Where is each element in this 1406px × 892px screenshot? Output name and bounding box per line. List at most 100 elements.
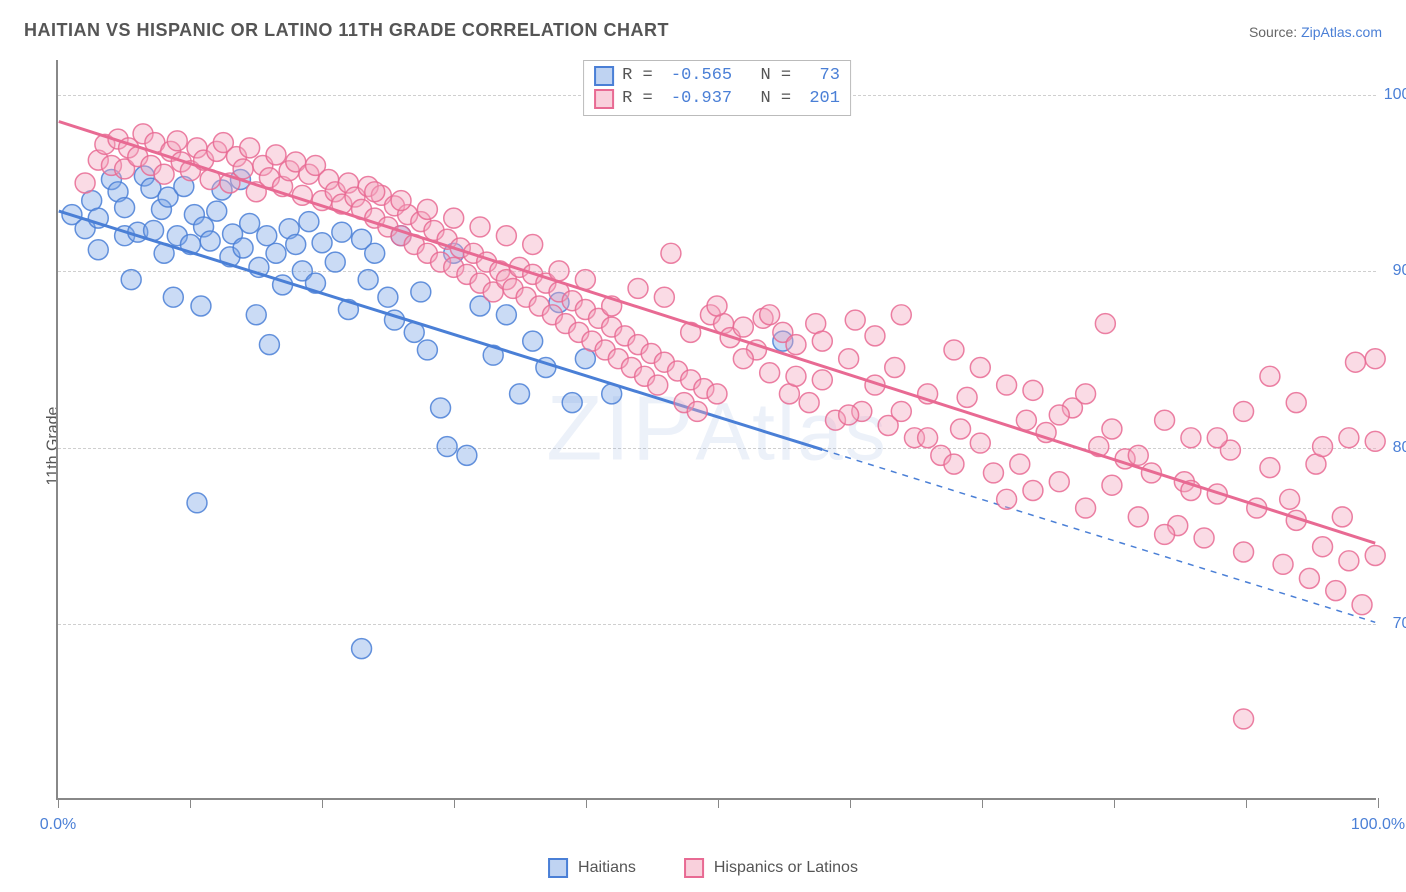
scatter-point xyxy=(1365,431,1385,451)
scatter-point xyxy=(240,138,260,158)
scatter-point xyxy=(299,212,319,232)
scatter-point xyxy=(115,198,135,218)
scatter-point xyxy=(812,331,832,351)
scatter-point xyxy=(970,358,990,378)
scatter-point xyxy=(1339,428,1359,448)
stats-r-label: R = xyxy=(622,88,663,111)
scatter-point xyxy=(628,278,648,298)
scatter-point xyxy=(997,375,1017,395)
stats-n-value: 73 xyxy=(809,65,840,88)
scatter-point xyxy=(417,199,437,219)
scatter-point xyxy=(1365,546,1385,566)
scatter-point xyxy=(1049,472,1069,492)
scatter-point xyxy=(233,238,253,258)
scatter-point xyxy=(885,358,905,378)
scatter-point xyxy=(549,261,569,281)
scatter-point xyxy=(470,217,490,237)
scatter-point xyxy=(687,401,707,421)
scatter-point xyxy=(839,405,859,425)
scatter-point xyxy=(365,182,385,202)
x-tick xyxy=(1114,798,1115,808)
scatter-point xyxy=(957,387,977,407)
scatter-point xyxy=(523,235,543,255)
scatter-point xyxy=(286,235,306,255)
scatter-point xyxy=(163,287,183,307)
scatter-point xyxy=(1076,384,1096,404)
x-tick xyxy=(322,798,323,808)
scatter-point xyxy=(187,493,207,513)
scatter-point xyxy=(259,335,279,355)
scatter-point xyxy=(75,173,95,193)
y-tick-label: 80.0% xyxy=(1393,439,1406,457)
scatter-point xyxy=(786,366,806,386)
x-tick xyxy=(1378,798,1379,808)
scatter-point xyxy=(266,145,286,165)
stats-n-value: 201 xyxy=(809,88,840,111)
stats-r-label: R = xyxy=(622,65,663,88)
scatter-point xyxy=(266,243,286,263)
scatter-point xyxy=(457,445,477,465)
stats-r-value: -0.937 xyxy=(671,88,732,111)
scatter-point xyxy=(970,433,990,453)
scatter-point xyxy=(1155,524,1175,544)
scatter-point xyxy=(437,437,457,457)
scatter-point xyxy=(154,164,174,184)
scatter-point xyxy=(257,226,277,246)
scatter-point xyxy=(760,363,780,383)
scatter-point xyxy=(1273,554,1293,574)
chart-title: HAITIAN VS HISPANIC OR LATINO 11TH GRADE… xyxy=(24,20,669,41)
legend-item-hispanics: Hispanics or Latinos xyxy=(684,858,858,878)
legend-swatch-hispanics xyxy=(594,89,614,109)
scatter-point xyxy=(332,222,352,242)
scatter-point xyxy=(865,326,885,346)
scatter-point xyxy=(1339,551,1359,571)
scatter-point xyxy=(1260,458,1280,478)
scatter-point xyxy=(733,317,753,337)
scatter-point xyxy=(233,159,253,179)
x-tick xyxy=(718,798,719,808)
scatter-point xyxy=(352,639,372,659)
scatter-point xyxy=(1102,419,1122,439)
stats-legend-row: R = -0.565 N = 73 xyxy=(594,65,840,88)
scatter-point xyxy=(246,305,266,325)
x-tick xyxy=(586,798,587,808)
scatter-point xyxy=(431,398,451,418)
scatter-point xyxy=(88,240,108,260)
y-tick-label: 70.0% xyxy=(1393,615,1406,633)
scatter-point xyxy=(378,287,398,307)
scatter-point xyxy=(1365,349,1385,369)
scatter-point xyxy=(167,131,187,151)
scatter-point xyxy=(648,375,668,395)
x-tick-label: 100.0% xyxy=(1351,816,1405,834)
scatter-point xyxy=(1352,595,1372,615)
stats-legend: R = -0.565 N = 73 R = -0.937 N = 201 xyxy=(583,60,851,116)
trend-line xyxy=(59,122,1375,544)
scatter-point xyxy=(1286,393,1306,413)
scatter-point xyxy=(1155,410,1175,430)
x-tick xyxy=(454,798,455,808)
legend-label: Hispanics or Latinos xyxy=(714,859,858,877)
stats-r-value: -0.565 xyxy=(671,65,732,88)
scatter-point xyxy=(1326,581,1346,601)
stats-n-label: N = xyxy=(740,65,801,88)
scatter-point xyxy=(1280,489,1300,509)
y-tick-label: 90.0% xyxy=(1393,262,1406,280)
scatter-point xyxy=(417,340,437,360)
scatter-point xyxy=(654,287,674,307)
scatter-point xyxy=(1194,528,1214,548)
source-link[interactable]: ZipAtlas.com xyxy=(1301,24,1382,40)
scatter-point xyxy=(312,233,332,253)
x-tick xyxy=(850,798,851,808)
stats-n-label: N = xyxy=(740,88,801,111)
legend-item-haitians: Haitians xyxy=(548,858,636,878)
bottom-legend: Haitians Hispanics or Latinos xyxy=(548,858,858,878)
legend-swatch-haitians xyxy=(594,66,614,86)
scatter-point xyxy=(1010,454,1030,474)
scatter-point xyxy=(411,282,431,302)
scatter-point xyxy=(1076,498,1096,518)
scatter-point xyxy=(1128,445,1148,465)
scatter-point xyxy=(1128,507,1148,527)
scatter-point xyxy=(661,243,681,263)
x-tick xyxy=(58,798,59,808)
scatter-point xyxy=(444,208,464,228)
